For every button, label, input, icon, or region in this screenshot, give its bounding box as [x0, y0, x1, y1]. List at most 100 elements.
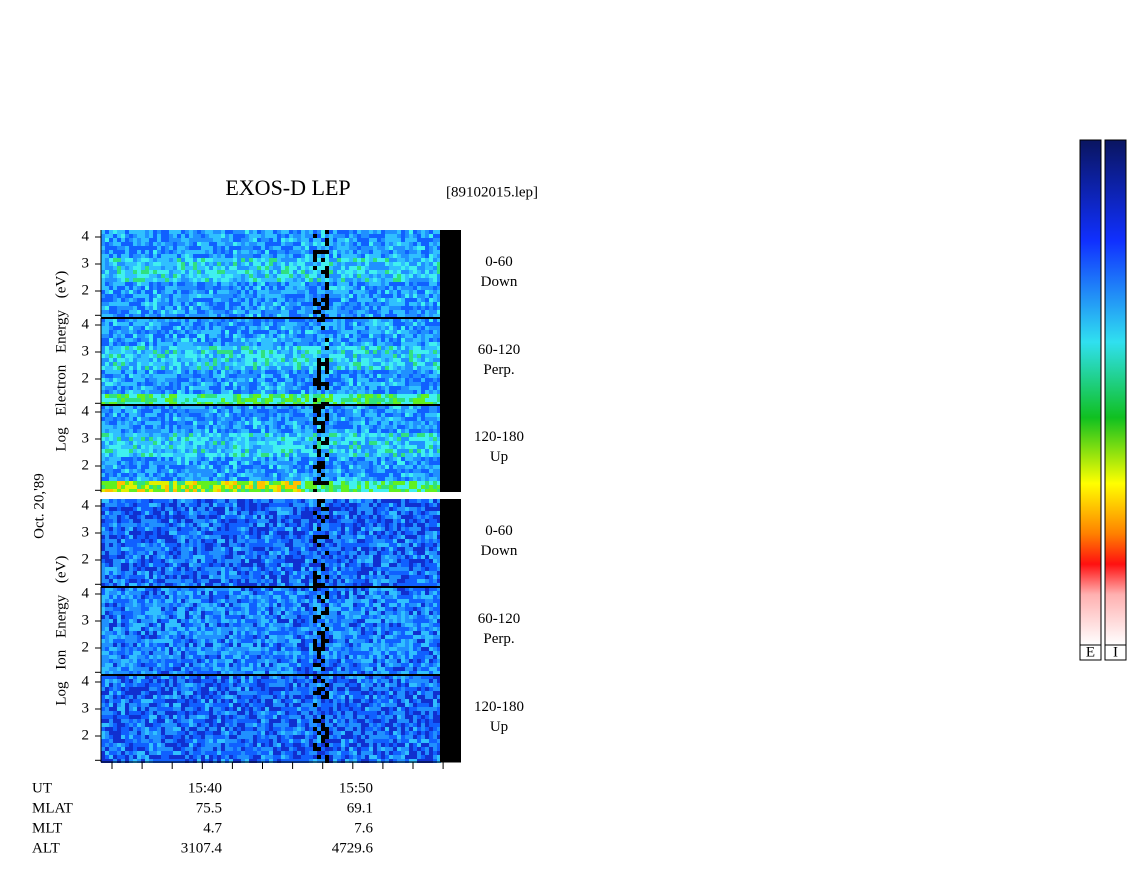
- spectrogram-cell: [321, 413, 325, 417]
- spectrogram-cell: [197, 350, 201, 354]
- spectrogram-cell: [133, 453, 137, 457]
- spectrogram-cell: [177, 413, 181, 417]
- spectrogram-cell: [245, 386, 249, 390]
- spectrogram-cell: [281, 366, 285, 370]
- spectrogram-cell: [317, 334, 321, 338]
- spectrogram-cell: [409, 278, 413, 282]
- spectrogram-cell: [213, 278, 217, 282]
- spectrogram-cell: [181, 326, 185, 330]
- spectrogram-cell: [165, 362, 169, 366]
- spectrogram-cell: [385, 350, 389, 354]
- spectrogram-cell: [345, 449, 349, 453]
- spectrogram-cell: [189, 358, 193, 362]
- spectrogram-cell: [109, 306, 113, 310]
- spectrogram-cell: [369, 374, 373, 378]
- spectrogram-cell: [297, 366, 301, 370]
- spectrogram-cell: [177, 282, 181, 286]
- spectrogram-cell: [109, 461, 113, 465]
- spectrogram-cell: [117, 437, 121, 441]
- spectrogram-cell: [349, 354, 353, 358]
- spectrogram-cell: [181, 322, 185, 326]
- spectrogram-cell: [393, 290, 397, 294]
- spectrogram-cell: [257, 429, 261, 433]
- spectrogram-cell: [393, 274, 397, 278]
- spectrogram-cell: [321, 445, 325, 449]
- spectrogram-cell: [141, 338, 145, 342]
- spectrogram-cell: [265, 318, 269, 322]
- spectrogram-cell: [125, 453, 129, 457]
- spectrogram-cell: [201, 338, 205, 342]
- spectrogram-cell: [241, 362, 245, 366]
- spectrogram-cell: [193, 306, 197, 310]
- spectrogram-cell: [377, 258, 381, 262]
- spectrogram-cell: [425, 374, 429, 378]
- spectrogram-cell: [161, 449, 165, 453]
- spectrogram-cell: [329, 318, 333, 322]
- spectrogram-cell: [193, 382, 197, 386]
- spectrogram-cell: [421, 350, 425, 354]
- spectrogram-cell: [229, 298, 233, 302]
- spectrogram-cell: [265, 346, 269, 350]
- spectrogram-cell: [429, 386, 433, 390]
- spectrogram-cell: [125, 318, 129, 322]
- spectrogram-cell: [229, 262, 233, 266]
- spectrogram-cell: [437, 437, 441, 441]
- spectrogram-cell: [437, 242, 441, 246]
- spectrogram-cell: [249, 378, 253, 382]
- spectrogram-cell: [145, 425, 149, 429]
- spectrogram-cell: [113, 254, 117, 258]
- spectrogram-cell: [241, 437, 245, 441]
- spectrogram-cell: [117, 354, 121, 358]
- spectrogram-cell: [101, 342, 105, 346]
- spectrogram-cell: [161, 441, 165, 445]
- spectrogram-cell: [121, 338, 125, 342]
- spectrogram-cell: [101, 413, 105, 417]
- spectrogram-cell: [145, 445, 149, 449]
- spectrogram-cell: [165, 262, 169, 266]
- spectrogram-cell: [145, 338, 149, 342]
- spectrogram-cell: [305, 234, 309, 238]
- spectrogram-cell: [173, 433, 177, 437]
- spectrogram-cell: [373, 298, 377, 302]
- spectrogram-cell: [145, 417, 149, 421]
- spectrogram-cell: [397, 417, 401, 421]
- spectrogram-cell: [429, 362, 433, 366]
- spectrogram-cell: [197, 409, 201, 413]
- spectrogram-cell: [141, 262, 145, 266]
- spectrogram-cell: [161, 242, 165, 246]
- spectrogram-cell: [293, 266, 297, 270]
- spectrogram-cell: [125, 270, 129, 274]
- spectrogram-cell: [141, 234, 145, 238]
- spectrogram-cell: [321, 274, 325, 278]
- spectrogram-cell: [273, 417, 277, 421]
- spectrogram-cell: [125, 449, 129, 453]
- spectrogram-cell: [369, 310, 373, 314]
- spectrogram-cell: [133, 298, 137, 302]
- spectrogram-cell: [185, 290, 189, 294]
- spectrogram-cell: [365, 350, 369, 354]
- spectrogram-cell: [125, 342, 129, 346]
- spectrogram-cell: [317, 370, 321, 374]
- spectrogram-cell: [321, 441, 325, 445]
- spectrogram-cell: [169, 326, 173, 330]
- spectrogram-cell: [265, 386, 269, 390]
- spectrogram-cell: [337, 266, 341, 270]
- spectrogram-cell: [205, 346, 209, 350]
- spectrogram-cell: [193, 453, 197, 457]
- spectrogram-cell: [185, 425, 189, 429]
- spectrogram-cell: [169, 266, 173, 270]
- spectrogram-cell: [337, 453, 341, 457]
- spectrogram-cell: [153, 230, 157, 234]
- spectrogram-cell: [225, 254, 229, 258]
- spectrogram-cell: [197, 330, 201, 334]
- spectrogram-cell: [413, 453, 417, 457]
- spectrogram-cell: [281, 409, 285, 413]
- spectrogram-cell: [377, 354, 381, 358]
- spectrogram-cell: [169, 334, 173, 338]
- spectrogram-cell: [325, 394, 329, 398]
- spectrogram-cell: [313, 437, 317, 441]
- spectrogram-cell: [237, 274, 241, 278]
- spectrogram-cell: [285, 282, 289, 286]
- spectrogram-cell: [337, 294, 341, 298]
- spectrogram-cell: [301, 258, 305, 262]
